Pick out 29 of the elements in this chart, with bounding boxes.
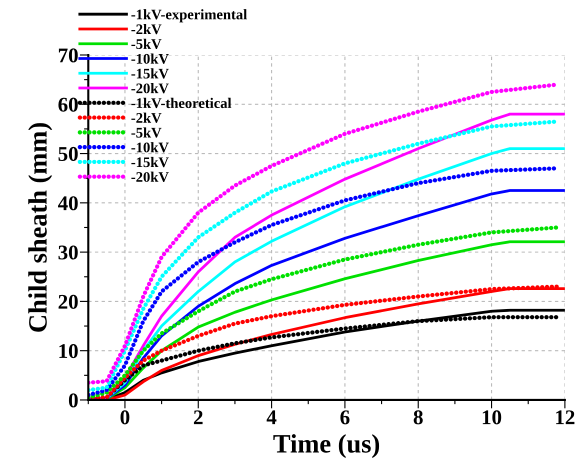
y-tick-label: 30 — [58, 245, 78, 260]
legend-label: -1kV-experimental — [131, 9, 247, 22]
legend-label: -5kV — [131, 127, 162, 138]
legend-label: -2kV — [131, 24, 162, 34]
legend-label: -10kV — [131, 53, 169, 64]
x-axis-title: Time (us) — [273, 434, 380, 458]
legend-label: -10kV — [131, 142, 169, 152]
legend-label: -20kV — [131, 83, 169, 94]
x-tick-label: 2 — [194, 410, 203, 424]
legend-label: -15kV — [131, 156, 169, 168]
x-tick-label: 0 — [120, 410, 130, 424]
y-tick-label: 60 — [58, 98, 78, 112]
x-tick-label: 4 — [266, 410, 276, 424]
legend-label: -20kV — [131, 172, 169, 182]
y-tick-label: 70 — [58, 48, 78, 62]
legend-label: -2kV — [131, 112, 162, 123]
y-tick-label: 40 — [58, 196, 78, 210]
y-tick-label: 20 — [58, 294, 78, 309]
legend-label: -15kV — [131, 68, 169, 79]
y-tick-label: 0 — [68, 393, 78, 408]
legend-label: -1kV-theoretical — [131, 98, 232, 108]
legend-label: -5kV — [131, 38, 162, 50]
y-tick-label: 50 — [58, 146, 78, 161]
x-tick-label: 8 — [414, 410, 423, 424]
x-tick-label: 6 — [340, 410, 350, 424]
x-tick-label: 12 — [556, 410, 574, 424]
y-tick-label: 10 — [59, 344, 78, 358]
x-tick-label: 10 — [482, 410, 502, 424]
y-axis-title: Child sheath (mm) — [28, 123, 52, 332]
